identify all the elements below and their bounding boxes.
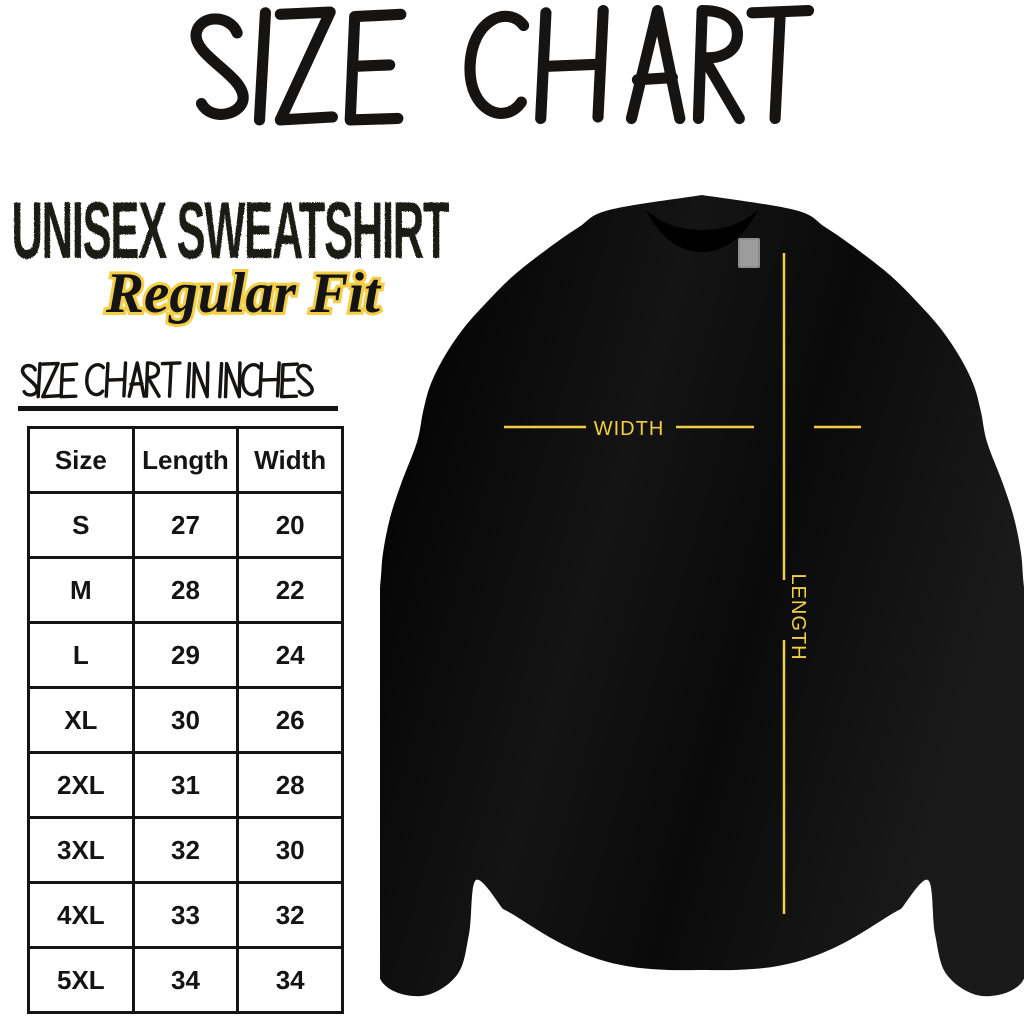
- svg-text:LENGTH: LENGTH: [787, 573, 809, 660]
- svg-text:WIDTH: WIDTH: [594, 418, 665, 440]
